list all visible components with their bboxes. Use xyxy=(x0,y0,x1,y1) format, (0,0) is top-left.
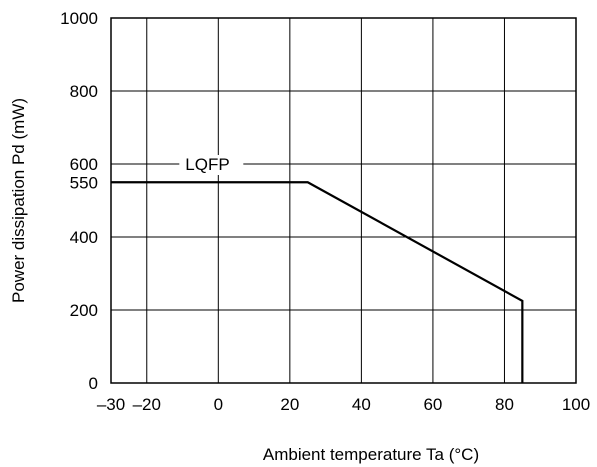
x-axis-title: Ambient temperature Ta (°C) xyxy=(263,445,479,464)
x-tick-label: 80 xyxy=(495,395,514,414)
x-tick-label: 20 xyxy=(280,395,299,414)
x-tick-label: –20 xyxy=(133,395,161,414)
series-layer xyxy=(111,181,524,383)
series-line-lqfp xyxy=(111,181,524,383)
plot-frame xyxy=(110,17,577,384)
y-tick-label: 1000 xyxy=(60,9,98,28)
y-tick-label: 0 xyxy=(89,374,98,393)
series-label-lqfp: LQFP xyxy=(185,155,229,174)
x-tick-label: 60 xyxy=(423,395,442,414)
x-tick-label: 0 xyxy=(214,395,223,414)
x-tick-label: 100 xyxy=(562,395,590,414)
y-tick-label: 550 xyxy=(70,173,98,192)
y-tick-label: 600 xyxy=(70,155,98,174)
y-tick-label: 200 xyxy=(70,301,98,320)
y-tick-label: 400 xyxy=(70,228,98,247)
x-tick-label: –30 xyxy=(97,395,125,414)
grid-lines xyxy=(111,18,576,383)
y-axis-title: Power dissipation Pd (mW) xyxy=(9,98,28,303)
x-tick-label: 40 xyxy=(352,395,371,414)
y-tick-label: 800 xyxy=(70,82,98,101)
series-label-background xyxy=(179,155,244,175)
